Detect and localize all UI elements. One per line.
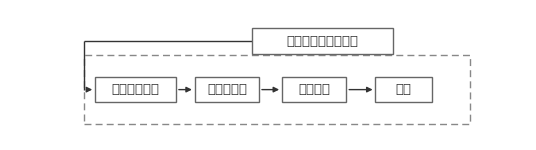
Bar (195, 77, 259, 102)
Text: 驱动系统: 驱动系统 (298, 83, 330, 96)
Bar (282, 77, 346, 102)
Text: 井下接收装置: 井下接收装置 (111, 83, 160, 96)
Bar (95, 77, 176, 102)
Text: 地面电磁波发射装置: 地面电磁波发射装置 (286, 35, 359, 48)
Bar (375, 77, 431, 102)
Bar (84, 55, 470, 124)
Bar (252, 28, 393, 54)
Text: 滑套: 滑套 (396, 83, 412, 96)
Text: 控制电路板: 控制电路板 (207, 83, 247, 96)
